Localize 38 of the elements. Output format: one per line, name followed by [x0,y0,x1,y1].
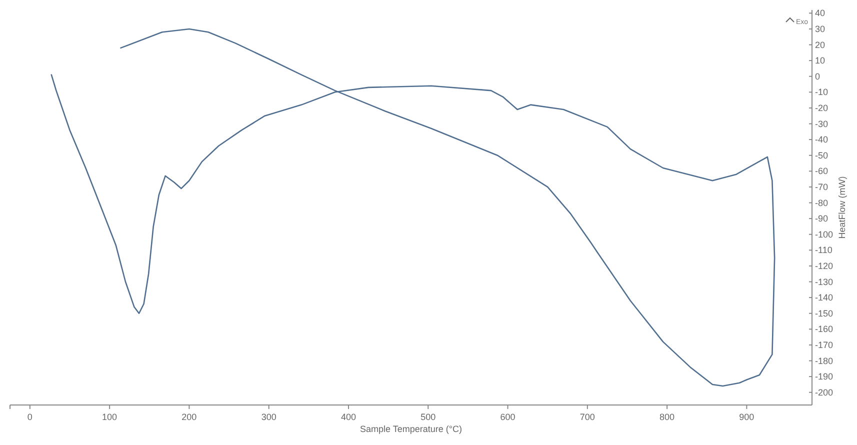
y-tick-label: 20 [815,40,826,50]
x-tick-label: 600 [500,412,516,422]
x-axis-title: Sample Temperature (°C) [360,424,462,434]
y-tick-label: 40 [815,8,826,18]
x-tick-label: 200 [182,412,197,422]
y-tick-label: -110 [815,245,832,256]
y-tick-label: -60 [815,166,828,176]
y-tick-label: -50 [815,150,828,160]
y-tick-label: -150 [815,308,834,318]
x-tick-label: 300 [261,412,276,422]
y-tick-label: 30 [815,24,826,34]
y-tick-label: 10 [815,56,826,66]
y-tick-label: -160 [815,324,834,334]
y-tick-label: -10 [815,87,828,98]
x-tick-label: 100 [102,412,118,422]
x-tick-label: 500 [420,412,436,422]
y-tick-label: -180 [815,356,834,366]
x-tick-label: 800 [660,412,675,422]
y-tick-label: -80 [815,198,828,208]
x-tick-label: 700 [580,412,595,422]
y-tick-label: -40 [815,134,828,145]
x-tick-label: 0 [27,412,32,422]
y-tick-label: -140 [815,292,834,303]
y-tick-label: -120 [815,260,834,271]
y-tick-label: -200 [815,387,834,398]
y-tick-label: -130 [815,276,834,287]
y-tick-label: -70 [815,182,828,192]
y-tick-label: 0 [815,71,820,82]
y-tick-label: -170 [815,340,834,350]
y-tick-label: -100 [815,229,834,240]
y-axis-title: HeatFlow (mW) [837,176,847,239]
x-tick-label: 400 [340,412,356,422]
y-tick-label: -190 [815,372,834,382]
y-tick-label: -90 [815,214,828,224]
x-tick-label: 900 [739,412,754,422]
line-series [50,28,776,387]
y-tick-label: -30 [815,118,828,129]
y-tick-label: -20 [815,102,828,113]
